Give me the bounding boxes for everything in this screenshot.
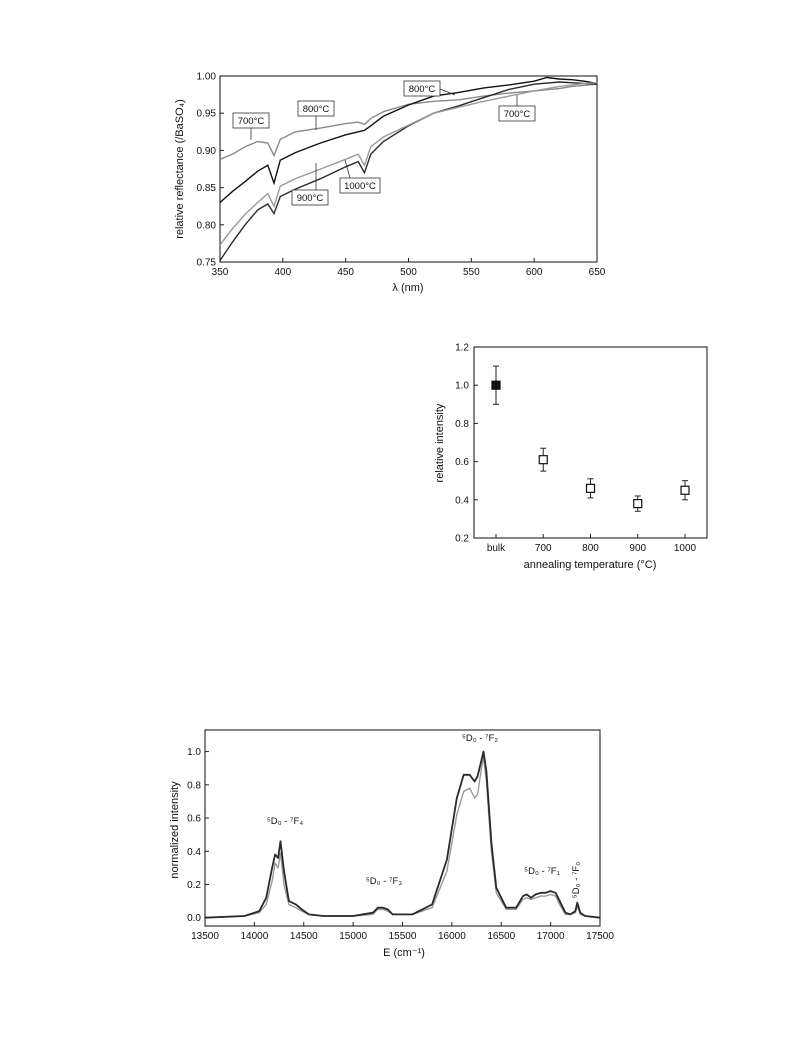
annotation-label: 700°C bbox=[238, 116, 265, 127]
spectrum-series-line bbox=[204, 755, 601, 919]
annotation-label: 800°C bbox=[303, 104, 330, 115]
x-tick-label: 16500 bbox=[487, 931, 515, 942]
annotation-1000c: 1000°C bbox=[339, 159, 381, 194]
reflectance-series-line bbox=[219, 76, 598, 204]
transition-label-f1: ⁵D₀ - ⁷F₁ bbox=[524, 866, 560, 877]
spectrum-series-line bbox=[204, 750, 601, 919]
data-point bbox=[491, 380, 501, 390]
data-point bbox=[585, 483, 596, 493]
reflectance-chart: 350 400 450 500 550 600 650 0.75 0.80 0.85 0.90 0.… bbox=[174, 72, 606, 295]
y-tick-label: 0.8 bbox=[187, 780, 201, 791]
data-point bbox=[633, 499, 643, 509]
y-tick-label: 0.85 bbox=[197, 183, 217, 194]
spectrum-y-axis-label: normalized intensity bbox=[169, 781, 181, 879]
transition-label-f0: ⁵D₀ - ⁷F₀ bbox=[571, 862, 582, 898]
reflectance-y-axis-label: relative reflectance (/BaSO₄) bbox=[174, 99, 186, 239]
y-tick-label: 0.4 bbox=[455, 495, 469, 506]
y-tick-label: 0.6 bbox=[455, 457, 469, 468]
y-tick-label: 1.00 bbox=[197, 72, 217, 83]
reflectance-series-line bbox=[219, 81, 598, 261]
x-tick-label: 15000 bbox=[339, 931, 367, 942]
spectrum-x-axis-label: E (cm⁻¹) bbox=[383, 947, 425, 959]
transition-label-f3: ⁵D₀ - ⁷F₃ bbox=[366, 876, 402, 887]
x-tick-label: 800 bbox=[582, 543, 599, 554]
x-tick-label: 400 bbox=[274, 267, 291, 278]
x-tick-label: 600 bbox=[526, 267, 543, 278]
annotation-label: 700°C bbox=[504, 109, 531, 120]
y-tick-label: 0.90 bbox=[197, 146, 217, 157]
annotation-700c-right: 700°C bbox=[498, 95, 536, 122]
x-tick-label: 13500 bbox=[191, 931, 219, 942]
reflectance-x-axis-label: λ (nm) bbox=[392, 282, 423, 294]
x-tick-label: 15500 bbox=[389, 931, 417, 942]
y-tick-label: 0.80 bbox=[197, 220, 217, 231]
y-tick-label: 0.8 bbox=[455, 419, 469, 430]
annotation-700c-left: 700°C bbox=[232, 112, 270, 140]
reflectance-series-line bbox=[219, 83, 598, 160]
annotation-label: 800°C bbox=[409, 84, 436, 95]
y-tick-label: 0.75 bbox=[197, 258, 217, 269]
x-tick-label: 1000 bbox=[674, 543, 697, 554]
x-tick-label: 350 bbox=[212, 267, 229, 278]
x-tick-label: 500 bbox=[400, 267, 417, 278]
x-tick-label: 550 bbox=[463, 267, 480, 278]
x-tick-label: 650 bbox=[589, 267, 606, 278]
intensity-y-axis-label: relative intensity bbox=[434, 403, 446, 482]
annotation-label: 900°C bbox=[297, 193, 324, 204]
annotation-label: 1000°C bbox=[344, 181, 376, 192]
transition-label-f2: ⁵D₀ - ⁷F₂ bbox=[462, 733, 498, 744]
data-point bbox=[680, 485, 690, 495]
x-tick-label: 16000 bbox=[438, 931, 466, 942]
y-tick-label: 0.2 bbox=[187, 880, 201, 891]
transition-label-f4: ⁵D₀ - ⁷F₄ bbox=[267, 816, 303, 827]
x-tick-label: 900 bbox=[629, 543, 646, 554]
x-tick-label: 17000 bbox=[537, 931, 565, 942]
x-tick-label: 17500 bbox=[586, 931, 614, 942]
y-tick-label: 0.6 bbox=[187, 814, 201, 825]
x-tick-label: 700 bbox=[535, 543, 552, 554]
y-tick-label: 1.0 bbox=[455, 381, 469, 392]
x-tick-label: 14500 bbox=[290, 931, 318, 942]
x-tick-label: bulk bbox=[487, 543, 506, 554]
y-tick-label: 0.0 bbox=[187, 913, 201, 924]
annotation-900c: 900°C bbox=[291, 163, 329, 206]
y-tick-label: 1.0 bbox=[187, 747, 201, 758]
x-tick-label: 14000 bbox=[240, 931, 268, 942]
intensity-plot-frame bbox=[473, 346, 708, 539]
relative-intensity-chart: bulk 700 800 900 1000 0.2 0.4 0.6 0.8 1.0 1.2 ann… bbox=[434, 343, 708, 571]
emission-spectrum-chart: 13500 14000 14500 15000 15500 16000 16500 17000… bbox=[169, 729, 614, 959]
annotation-800c-right: 800°C bbox=[403, 80, 456, 97]
reflectance-series-line bbox=[219, 82, 598, 246]
data-point bbox=[538, 455, 548, 465]
y-tick-label: 0.95 bbox=[197, 109, 217, 120]
y-tick-label: 0.4 bbox=[187, 847, 201, 858]
y-tick-label: 1.2 bbox=[455, 343, 469, 354]
annotation-800c-left: 800°C bbox=[297, 100, 335, 130]
intensity-x-axis-label: annealing temperature (°C) bbox=[524, 559, 657, 571]
x-tick-label: 450 bbox=[337, 267, 354, 278]
y-tick-label: 0.2 bbox=[455, 534, 469, 545]
